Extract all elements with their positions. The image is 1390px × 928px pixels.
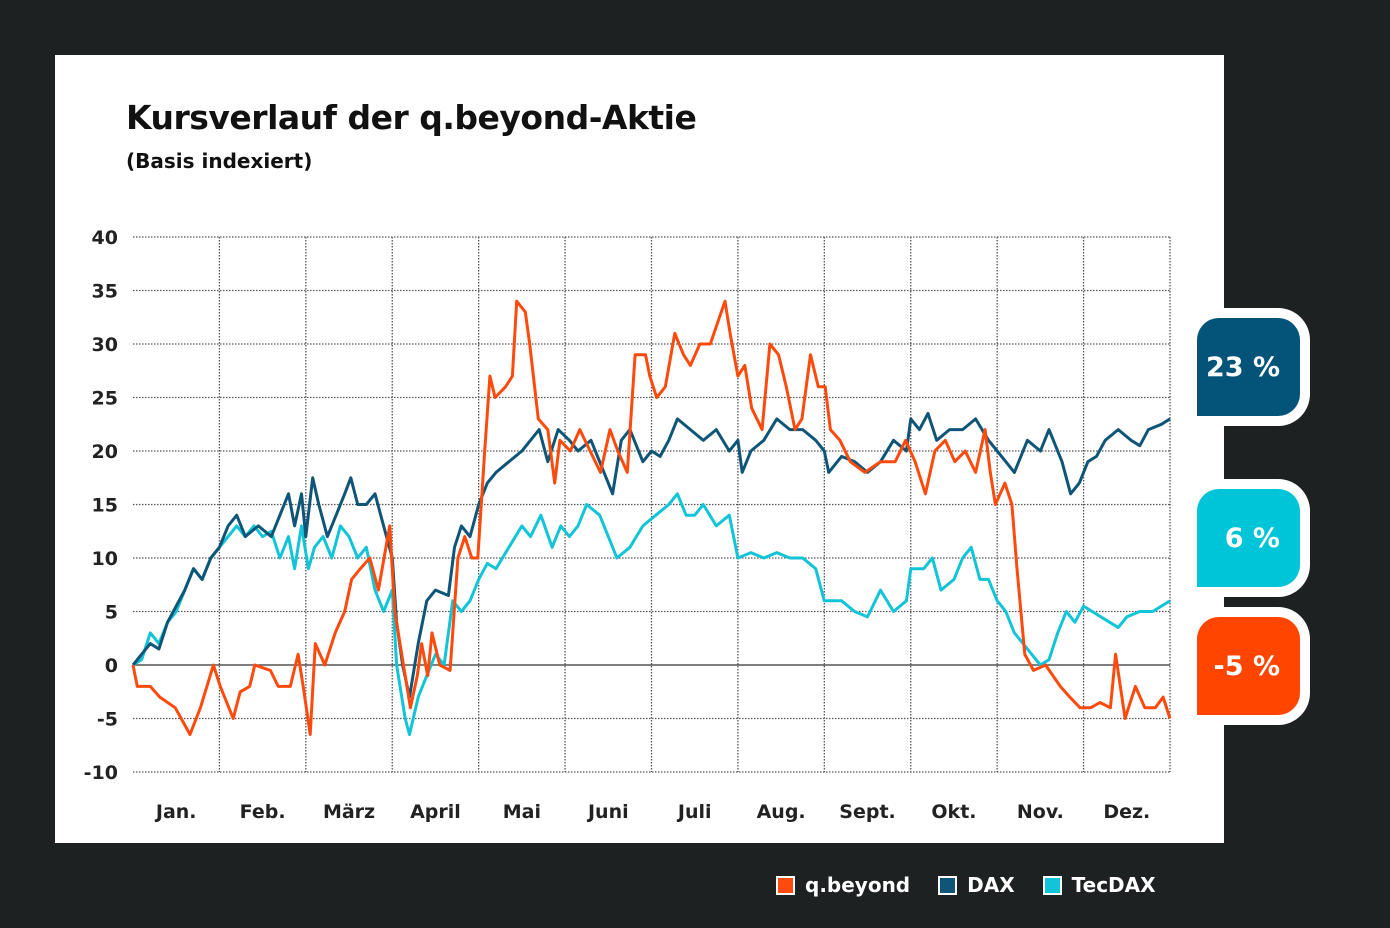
y-tick-label: 15 xyxy=(92,495,118,517)
x-tick-label: Nov. xyxy=(1017,801,1064,823)
series-line-dax xyxy=(131,412,1171,699)
y-tick-label: 30 xyxy=(92,334,118,356)
badge-tecdax: 6 % xyxy=(1197,489,1300,587)
x-tick-label: Sept. xyxy=(839,801,895,823)
y-tick-label: 35 xyxy=(92,281,118,303)
legend-label: DAX xyxy=(967,873,1015,897)
y-tick-label: -5 xyxy=(97,709,118,731)
x-tick-label: April xyxy=(410,801,461,823)
badge-dax: 23 % xyxy=(1197,318,1300,416)
chart-panel xyxy=(55,55,1224,843)
legend: q.beyond DAX TecDAX xyxy=(776,873,1156,897)
x-tick-label: Juli xyxy=(676,801,712,823)
x-tick-label: Aug. xyxy=(757,801,806,823)
legend-swatch xyxy=(938,875,958,895)
legend-swatch xyxy=(1042,875,1062,895)
legend-label: TecDAX xyxy=(1071,873,1156,897)
chart-subtitle: (Basis indexiert) xyxy=(126,149,313,173)
legend-item-qbeyond: q.beyond xyxy=(776,873,910,897)
y-tick-label: 5 xyxy=(105,602,118,624)
legend-item-dax: DAX xyxy=(938,873,1015,897)
legend-item-tecdax: TecDAX xyxy=(1042,873,1156,897)
x-tick-label: März xyxy=(323,801,375,823)
series-line-qbeyond xyxy=(131,299,1172,736)
x-tick-label: Mai xyxy=(503,801,541,823)
x-tick-label: Okt. xyxy=(931,801,976,823)
legend-label: q.beyond xyxy=(805,873,911,897)
y-tick-label: -10 xyxy=(84,762,118,784)
badge-qbeyond: -5 % xyxy=(1197,617,1300,715)
chart-title: Kursverlauf der q.beyond-Aktie xyxy=(126,98,697,137)
x-tick-label: Dez. xyxy=(1103,801,1150,823)
series-line-tecdax xyxy=(132,492,1171,736)
x-tick-label: Jan. xyxy=(154,801,197,823)
y-tick-label: 10 xyxy=(92,548,118,570)
y-tick-label: 20 xyxy=(92,441,118,463)
y-tick-label: 40 xyxy=(92,227,118,249)
y-tick-label: 25 xyxy=(92,388,118,410)
x-tick-label: Juni xyxy=(586,801,629,823)
y-tick-label: 0 xyxy=(105,655,118,677)
legend-swatch xyxy=(776,875,795,895)
x-tick-label: Feb. xyxy=(240,801,286,823)
